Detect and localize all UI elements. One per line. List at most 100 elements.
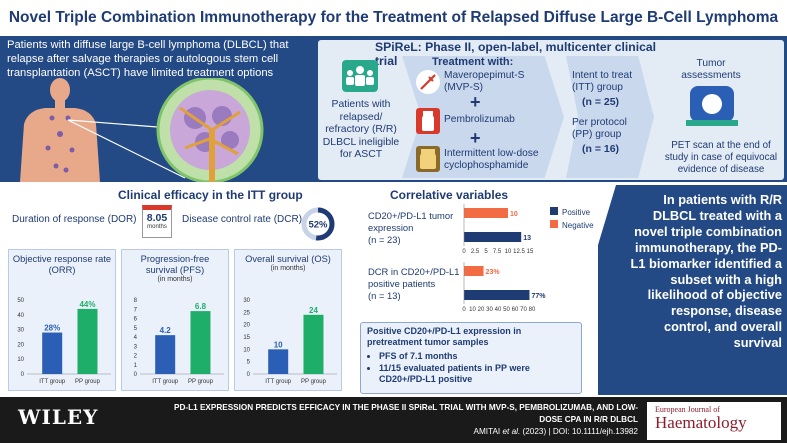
bar	[42, 332, 63, 374]
chart-subtitle: (in months)	[157, 276, 193, 283]
drug1-label: Maveropepimut-S (MVP-S)	[444, 70, 525, 93]
pet-scanner-icon	[686, 86, 738, 126]
y-tick-label: 1	[134, 363, 138, 369]
chart-subtitle: (in months)	[270, 265, 306, 272]
dcr-donut: 52%	[301, 207, 335, 241]
legend-positive-swatch	[550, 207, 558, 215]
efficacy-title: Clinical efficacy in the ITT group	[118, 188, 303, 202]
x-tick-label: 0	[462, 307, 466, 313]
x-tick-label: 0	[462, 249, 466, 255]
dor-label: Duration of response (DOR)	[12, 214, 137, 225]
y-tick-label: 0	[247, 372, 251, 378]
category-label: PP group	[75, 379, 101, 385]
y-tick-label: 25	[243, 310, 250, 316]
bar	[190, 311, 211, 374]
drug2-label: Pembrolizumab	[444, 114, 515, 125]
bar-negative	[464, 208, 508, 218]
lymphoma-illustration	[20, 78, 264, 182]
category-label: PP group	[301, 379, 327, 385]
bar-value-label: 24	[309, 306, 318, 315]
x-tick-label: 10	[505, 249, 512, 255]
category-label: PP group	[188, 379, 214, 385]
y-tick-label: 5	[247, 360, 251, 366]
legend: Positive Negative	[550, 207, 594, 230]
cite-doi: (2023) | DOI: 10.1111/ejh.13982	[520, 427, 638, 436]
calendar-icon: 8.05 months	[142, 205, 172, 238]
y-tick-label: 7	[134, 307, 138, 313]
y-tick-label: 30	[243, 298, 250, 304]
x-tick-label: 60	[512, 307, 519, 313]
bar-positive	[464, 290, 530, 300]
tumor-heading: Tumor assessments	[681, 58, 741, 81]
category-label: ITT group	[152, 379, 179, 385]
y-tick-label: 0	[134, 372, 138, 378]
bar-negative	[464, 266, 484, 276]
x-tick-label: 80	[529, 307, 536, 313]
bar	[303, 314, 324, 374]
efficacy-charts: Objective response rate (ORR) 0 10 20 30 40 50…	[8, 249, 342, 393]
row1-label: CD20+/PD-L1 tumor expression	[368, 210, 454, 233]
x-tick-label: 40	[495, 307, 502, 313]
x-tick-label: 7.5	[493, 249, 502, 255]
cite-etal: et al.	[502, 427, 521, 436]
row2-n: (n = 13)	[368, 290, 401, 301]
page-title: Novel Triple Combination Immunotherapy f…	[0, 0, 787, 36]
x-tick-label: 2.5	[471, 249, 480, 255]
y-tick-label: 0	[21, 372, 25, 378]
row2-label: DCR in CD20+/PD-L1 positive patients	[368, 266, 460, 289]
bar-value-label: 44%	[79, 300, 95, 309]
dor-value: 8.05	[146, 212, 168, 224]
dcr-value: 52%	[308, 220, 328, 231]
x-tick-label: 30	[486, 307, 493, 313]
group-arrow	[566, 56, 654, 178]
y-tick-label: 10	[243, 347, 250, 353]
x-tick-label: 10	[469, 307, 476, 313]
drug3-label: Intermittent low-dose cyclophosphamide	[444, 148, 539, 171]
syringe-icon	[416, 70, 440, 94]
x-tick-label: 5	[484, 249, 488, 255]
plus-2: +	[470, 128, 481, 148]
vial-icon	[416, 108, 440, 134]
journal-big: Haematology	[655, 413, 747, 432]
tumor-text: PET scan at the end of study in case of …	[664, 140, 778, 175]
x-tick-label: 70	[520, 307, 527, 313]
pp-n: (n = 16)	[582, 143, 620, 155]
itt-label: Intent to treat (ITT) group	[572, 70, 633, 93]
y-tick-label: 8	[134, 298, 138, 304]
correlative-title: Correlative variables	[390, 188, 509, 202]
bar	[268, 349, 289, 374]
note-item: PFS of 7.1 months	[379, 351, 575, 363]
category-label: ITT group	[39, 379, 66, 385]
lymph-node-icon	[156, 78, 264, 182]
efficacy-chart: Overall survival (OS) (in months) 0 5 10 15 20…	[234, 249, 342, 391]
legend-negative: Negative	[562, 221, 594, 230]
legend-negative-swatch	[550, 220, 558, 228]
patient-group-icon	[342, 60, 378, 92]
trial-title: SPiReL: Phase II, open-label, multicente…	[375, 40, 657, 68]
y-tick-label: 5	[134, 326, 138, 332]
wiley-logo: WILEY	[18, 405, 99, 429]
pill-bottle-icon	[416, 146, 440, 172]
y-tick-label: 40	[17, 313, 24, 319]
itt-n: (n = 25)	[582, 96, 620, 108]
chart-title: Overall survival (OS)	[245, 254, 331, 264]
chart-title: Objective response rate (ORR)	[12, 254, 112, 275]
bar-value-label: 77%	[531, 293, 546, 300]
x-tick-label: 15	[527, 249, 534, 255]
intro-text: Patients with diffuse large B-cell lymph…	[7, 39, 289, 79]
y-tick-label: 10	[17, 357, 24, 363]
note-box: Positive CD20+/PD-L1 expression in pretr…	[360, 322, 582, 394]
y-tick-label: 50	[17, 298, 24, 304]
dcr-label: Disease control rate (DCR)	[182, 214, 303, 225]
patients-text: Patients with relapsed/ refractory (R/R)…	[322, 99, 400, 160]
pp-label: Per protocol (PP) group	[572, 117, 627, 140]
chart-plot: 0 5 10 15 20 25 30 10 ITT group 24 PP group	[243, 298, 337, 385]
treatment-heading: Treatment with:	[432, 56, 514, 68]
chart-title: Progression-free survival (PFS)	[140, 254, 210, 275]
bar-value-label: 4.2	[160, 326, 172, 335]
y-tick-label: 30	[17, 328, 24, 334]
bar-value-label: 10	[274, 340, 283, 349]
footer-title: PD-L1 EXPRESSION PREDICTS EFFICACY IN TH…	[174, 403, 638, 424]
y-tick-label: 20	[243, 323, 250, 329]
y-tick-label: 3	[134, 344, 138, 350]
